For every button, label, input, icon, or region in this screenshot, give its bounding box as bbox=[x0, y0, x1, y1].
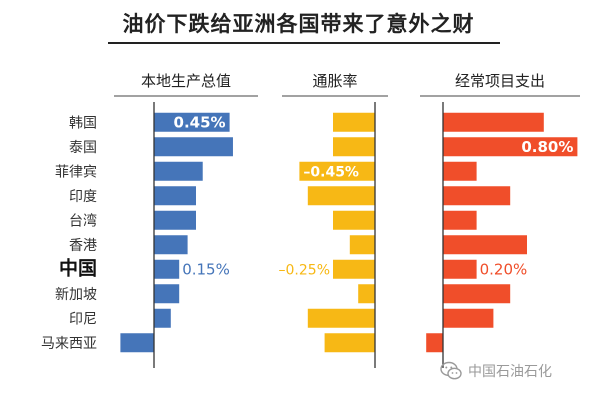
data-label: –0.45% bbox=[303, 164, 359, 180]
data-label: 0.80% bbox=[521, 138, 573, 156]
wechat-icon bbox=[440, 361, 462, 380]
bar bbox=[154, 235, 188, 255]
bar bbox=[154, 161, 203, 181]
bar bbox=[333, 137, 375, 157]
bar bbox=[299, 161, 375, 181]
bar bbox=[333, 259, 375, 279]
bar bbox=[154, 259, 180, 279]
bar bbox=[443, 235, 527, 255]
data-label: 0.15% bbox=[182, 260, 230, 278]
country-label: 印尼 bbox=[69, 311, 97, 327]
panel-title: 通胀率 bbox=[312, 72, 357, 90]
bar bbox=[358, 284, 375, 304]
bar bbox=[333, 112, 375, 132]
bar bbox=[154, 112, 230, 132]
country-label: 新加坡 bbox=[55, 287, 97, 303]
bar bbox=[443, 210, 477, 230]
bar bbox=[324, 333, 375, 353]
watermark: 中国石油石化 bbox=[440, 360, 552, 382]
bar bbox=[443, 161, 477, 181]
data-label: 0.20% bbox=[480, 260, 528, 278]
country-label: 马来西亚 bbox=[41, 336, 97, 352]
bar bbox=[154, 186, 196, 206]
country-label: 台湾 bbox=[69, 212, 97, 229]
bar bbox=[154, 137, 233, 157]
data-label: –0.25% bbox=[279, 262, 330, 278]
bar bbox=[443, 308, 494, 328]
country-label: 泰国 bbox=[69, 140, 97, 156]
bar bbox=[154, 308, 171, 328]
bar bbox=[307, 308, 375, 328]
chart-title: 油价下跌给亚洲各国带来了意外之财 bbox=[122, 12, 475, 36]
country-label: 菲律宾 bbox=[55, 164, 97, 180]
bar bbox=[443, 186, 511, 206]
bar bbox=[333, 210, 375, 230]
bar bbox=[443, 112, 544, 132]
country-label: 香港 bbox=[69, 238, 97, 254]
bar bbox=[120, 333, 154, 353]
bar bbox=[443, 137, 578, 157]
title-underline bbox=[108, 42, 500, 44]
bar bbox=[154, 284, 180, 304]
bar bbox=[154, 210, 196, 230]
country-label: 中国 bbox=[59, 256, 97, 279]
bar bbox=[443, 259, 477, 279]
bar bbox=[443, 284, 511, 304]
bar bbox=[307, 186, 375, 206]
data-label: 0.45% bbox=[174, 113, 226, 131]
bar bbox=[426, 333, 443, 353]
panel-title: 本地生产总值 bbox=[141, 72, 231, 90]
panel-title: 经常项目支出 bbox=[455, 72, 545, 90]
watermark-text: 中国石油石化 bbox=[468, 364, 552, 380]
country-label: 韩国 bbox=[69, 115, 97, 131]
country-label: 印度 bbox=[69, 189, 97, 205]
bar bbox=[349, 235, 375, 255]
